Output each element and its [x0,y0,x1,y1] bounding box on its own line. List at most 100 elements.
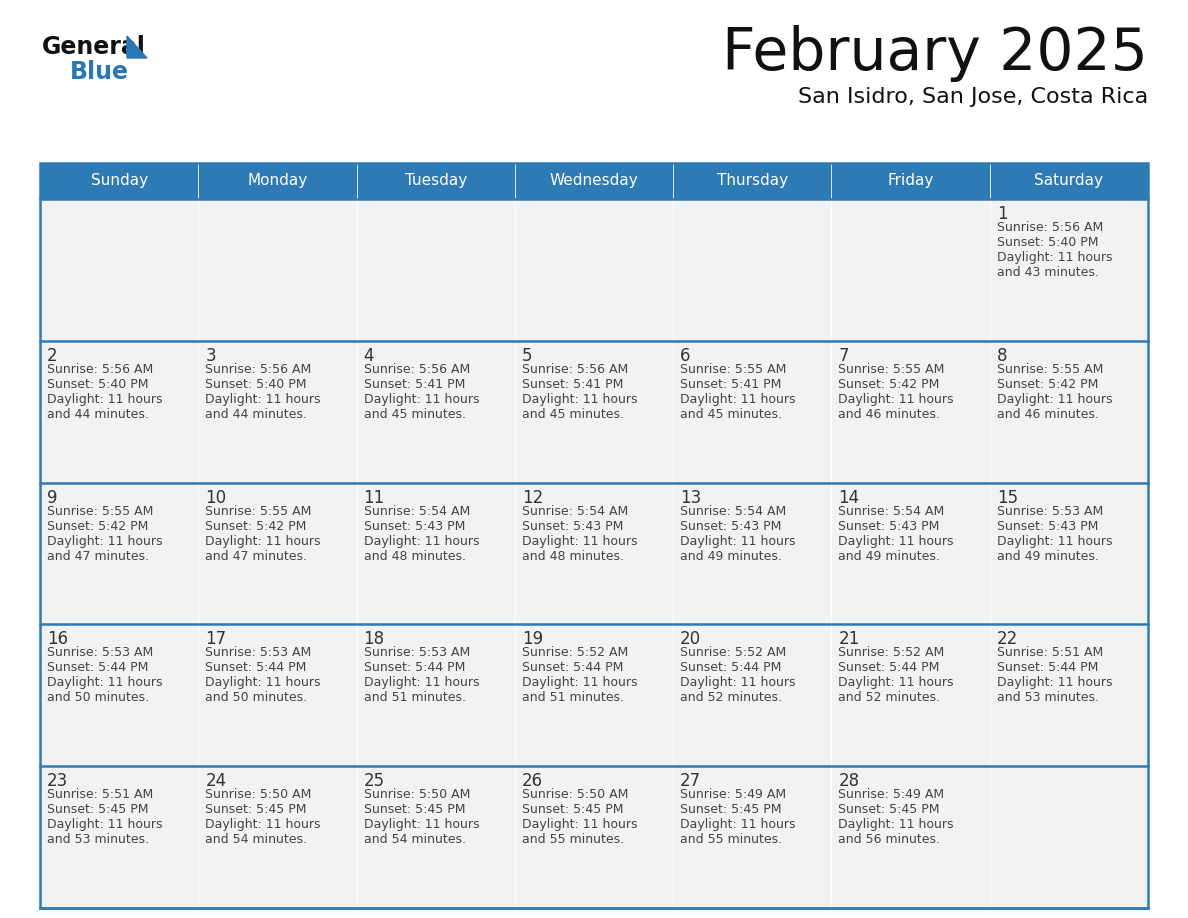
Text: and 46 minutes.: and 46 minutes. [997,408,1099,420]
Text: Sunrise: 5:55 AM: Sunrise: 5:55 AM [839,363,944,375]
Text: Sunrise: 5:54 AM: Sunrise: 5:54 AM [522,505,628,518]
Text: 26: 26 [522,772,543,790]
Text: Daylight: 11 hours: Daylight: 11 hours [681,818,796,831]
Text: Sunset: 5:40 PM: Sunset: 5:40 PM [48,378,148,391]
Text: Daylight: 11 hours: Daylight: 11 hours [839,534,954,548]
Text: Sunrise: 5:49 AM: Sunrise: 5:49 AM [681,789,786,801]
Text: 17: 17 [206,631,227,648]
Text: Sunrise: 5:52 AM: Sunrise: 5:52 AM [839,646,944,659]
Polygon shape [127,36,147,58]
Text: Sunrise: 5:54 AM: Sunrise: 5:54 AM [839,505,944,518]
Bar [356,767,514,908]
Text: Sunset: 5:41 PM: Sunset: 5:41 PM [681,378,782,391]
Text: Sunrise: 5:53 AM: Sunrise: 5:53 AM [48,646,153,659]
Text: Sunset: 5:43 PM: Sunset: 5:43 PM [522,520,624,532]
Bar [198,624,356,767]
Bar [40,624,198,767]
Text: and 44 minutes.: and 44 minutes. [48,408,148,420]
Bar [198,483,356,624]
Text: Daylight: 11 hours: Daylight: 11 hours [48,534,163,548]
Text: 12: 12 [522,488,543,507]
Bar [674,767,832,908]
Text: February 2025: February 2025 [722,25,1148,82]
Text: Daylight: 11 hours: Daylight: 11 hours [364,534,479,548]
Bar [832,341,990,483]
Text: Sunset: 5:43 PM: Sunset: 5:43 PM [681,520,782,532]
Text: Daylight: 11 hours: Daylight: 11 hours [839,677,954,689]
Text: Wednesday: Wednesday [550,174,638,188]
Bar [674,341,832,483]
Text: Daylight: 11 hours: Daylight: 11 hours [522,534,637,548]
Text: and 53 minutes.: and 53 minutes. [997,691,1099,704]
Text: Sunrise: 5:56 AM: Sunrise: 5:56 AM [364,363,469,375]
Bar [356,341,514,483]
Text: and 45 minutes.: and 45 minutes. [522,408,624,420]
Text: 13: 13 [681,488,701,507]
Bar [990,483,1148,624]
Text: 5: 5 [522,347,532,364]
Text: Sunrise: 5:55 AM: Sunrise: 5:55 AM [206,505,311,518]
Bar [990,341,1148,483]
Text: Daylight: 11 hours: Daylight: 11 hours [997,677,1112,689]
Text: Sunset: 5:41 PM: Sunset: 5:41 PM [364,378,465,391]
Bar [990,199,1148,341]
Text: Saturday: Saturday [1035,174,1104,188]
Text: Sunrise: 5:54 AM: Sunrise: 5:54 AM [681,505,786,518]
Text: 18: 18 [364,631,385,648]
Text: Sunset: 5:40 PM: Sunset: 5:40 PM [206,378,307,391]
Text: 8: 8 [997,347,1007,364]
Text: and 49 minutes.: and 49 minutes. [839,550,941,563]
Text: 24: 24 [206,772,227,790]
Text: Sunset: 5:45 PM: Sunset: 5:45 PM [522,803,624,816]
Text: Sunset: 5:43 PM: Sunset: 5:43 PM [997,520,1098,532]
Text: Daylight: 11 hours: Daylight: 11 hours [206,534,321,548]
Bar [832,624,990,767]
Text: Sunrise: 5:51 AM: Sunrise: 5:51 AM [48,789,153,801]
Text: and 51 minutes.: and 51 minutes. [522,691,624,704]
Bar [198,341,356,483]
Bar [514,767,674,908]
Text: 2: 2 [48,347,58,364]
Text: Daylight: 11 hours: Daylight: 11 hours [997,534,1112,548]
Text: 23: 23 [48,772,68,790]
Text: Daylight: 11 hours: Daylight: 11 hours [681,393,796,406]
Text: Sunset: 5:44 PM: Sunset: 5:44 PM [364,661,465,675]
Text: Daylight: 11 hours: Daylight: 11 hours [997,251,1112,264]
Text: Sunset: 5:42 PM: Sunset: 5:42 PM [48,520,148,532]
Text: and 48 minutes.: and 48 minutes. [522,550,624,563]
Bar [514,341,674,483]
Text: Sunset: 5:44 PM: Sunset: 5:44 PM [839,661,940,675]
Bar [674,163,832,199]
Text: Sunrise: 5:56 AM: Sunrise: 5:56 AM [522,363,628,375]
Text: Daylight: 11 hours: Daylight: 11 hours [206,393,321,406]
Text: Sunrise: 5:53 AM: Sunrise: 5:53 AM [364,646,469,659]
Text: Daylight: 11 hours: Daylight: 11 hours [681,534,796,548]
Text: Sunrise: 5:50 AM: Sunrise: 5:50 AM [522,789,628,801]
Text: Daylight: 11 hours: Daylight: 11 hours [48,677,163,689]
Bar [990,163,1148,199]
Text: 27: 27 [681,772,701,790]
Text: Daylight: 11 hours: Daylight: 11 hours [522,818,637,831]
Text: and 54 minutes.: and 54 minutes. [364,834,466,846]
Bar [674,483,832,624]
Text: Sunset: 5:44 PM: Sunset: 5:44 PM [522,661,624,675]
Text: Sunset: 5:43 PM: Sunset: 5:43 PM [839,520,940,532]
Text: Sunrise: 5:56 AM: Sunrise: 5:56 AM [48,363,153,375]
Text: Daylight: 11 hours: Daylight: 11 hours [48,818,163,831]
Text: 19: 19 [522,631,543,648]
Bar [40,483,198,624]
Bar [356,624,514,767]
Text: Sunset: 5:42 PM: Sunset: 5:42 PM [839,378,940,391]
Text: Daylight: 11 hours: Daylight: 11 hours [364,677,479,689]
Bar [832,483,990,624]
Text: and 52 minutes.: and 52 minutes. [681,691,782,704]
Text: and 56 minutes.: and 56 minutes. [839,834,941,846]
Text: Tuesday: Tuesday [405,174,467,188]
Bar [832,163,990,199]
Bar [356,163,514,199]
Text: Sunrise: 5:55 AM: Sunrise: 5:55 AM [997,363,1104,375]
Text: Daylight: 11 hours: Daylight: 11 hours [997,393,1112,406]
Text: Sunset: 5:45 PM: Sunset: 5:45 PM [206,803,307,816]
Bar [40,341,198,483]
Text: Daylight: 11 hours: Daylight: 11 hours [364,818,479,831]
